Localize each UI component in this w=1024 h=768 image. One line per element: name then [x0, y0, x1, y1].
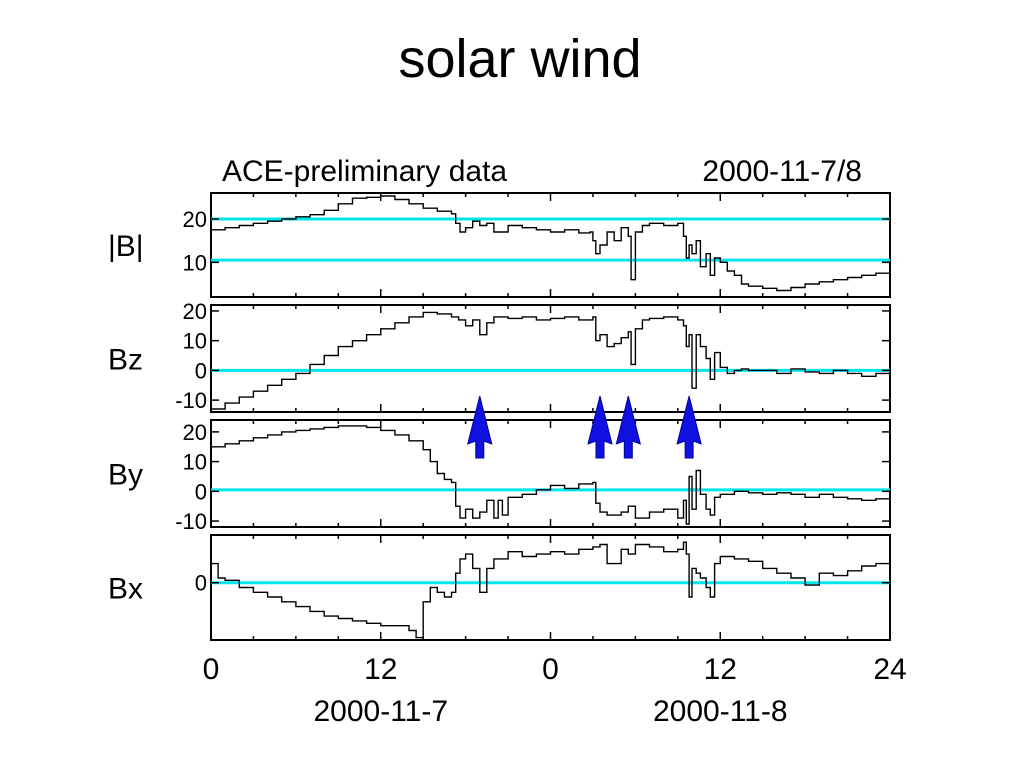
- data-trace: [211, 541, 891, 639]
- y-tick-label: 0: [195, 571, 207, 596]
- panel: 0 Bx: [108, 534, 891, 641]
- y-tick-label: 10: [183, 329, 207, 354]
- panel-label: By: [108, 459, 143, 492]
- panel-frame: [210, 419, 891, 528]
- x-date-label: 2000-11-8: [653, 695, 788, 728]
- panel: 20 10 0 -10 Bz: [108, 299, 891, 413]
- event-arrow: [615, 395, 642, 459]
- x-tick-label: 24: [873, 653, 906, 686]
- y-tick-label: 10: [183, 450, 207, 475]
- y-tick-label: -10: [175, 509, 207, 534]
- y-tick-label: 0: [195, 358, 207, 383]
- event-arrow: [467, 395, 493, 459]
- slide-title: solar wind: [398, 29, 642, 89]
- y-tick-label: 10: [183, 250, 207, 275]
- chart-header-left: ACE-preliminary data: [222, 155, 507, 188]
- x-date-label: 2000-11-7: [313, 695, 448, 728]
- panel-label: Bz: [108, 344, 143, 377]
- y-tick-label: -10: [175, 388, 207, 413]
- x-tick-label: 0: [542, 653, 559, 686]
- panel: 20 10 |B|: [108, 192, 891, 298]
- event-arrow: [676, 395, 702, 459]
- x-tick-label: 0: [203, 653, 220, 686]
- data-trace: [211, 195, 891, 292]
- panel-frame: [210, 192, 891, 298]
- event-arrows: [467, 395, 702, 459]
- chart-header-right: 2000-11-7/8: [702, 155, 862, 188]
- data-trace: [211, 425, 891, 525]
- event-arrow: [587, 395, 613, 459]
- panel-frame: [210, 534, 891, 641]
- x-tick-label: 12: [704, 653, 737, 686]
- panel-label: Bx: [108, 573, 143, 606]
- panel-frame: [210, 304, 891, 413]
- y-tick-label: 20: [183, 420, 207, 445]
- panels: 20 10 |B| 20 10 0 -10 Bz 20 10 0 -10 By 0 Bx: [108, 192, 891, 641]
- panel: 20 10 0 -10 By: [108, 419, 891, 534]
- y-tick-label: 20: [183, 299, 207, 324]
- y-tick-label: 20: [183, 207, 207, 232]
- y-tick-label: 0: [195, 479, 207, 504]
- x-axis: 0 12 0 12 24 2000-11-7 2000-11-8: [203, 653, 907, 728]
- data-trace: [211, 311, 891, 410]
- panel-label: |B|: [108, 230, 144, 263]
- x-tick-label: 12: [364, 653, 397, 686]
